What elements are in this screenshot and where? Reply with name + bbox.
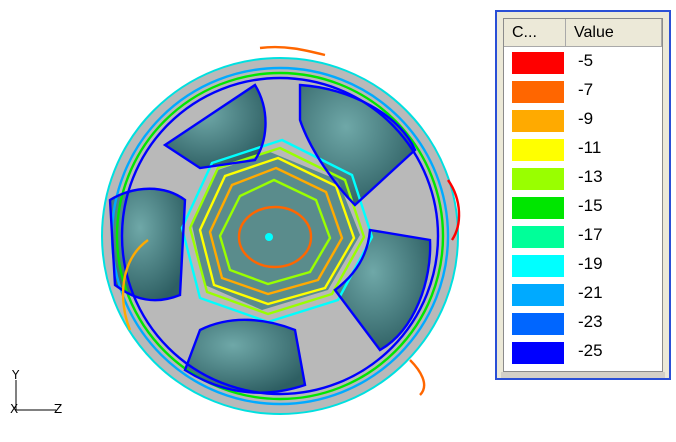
legend-value: -5 [578, 51, 594, 70]
legend-swatch [512, 226, 564, 248]
axis-lines [15, 380, 56, 411]
legend-value: -17 [578, 225, 603, 244]
legend-list[interactable]: C... Value -5 -7 -9 -11 -13 -15 -17 -19 -21 -23 -2… [503, 18, 663, 372]
center-point [265, 233, 273, 241]
axis-z-label: Z [54, 402, 63, 416]
legend-value: -23 [578, 312, 603, 331]
legend-value: -9 [578, 109, 594, 128]
axis-triad: Y X Z [8, 368, 68, 418]
legend-swatch [512, 284, 564, 306]
legend-value: -15 [578, 196, 603, 215]
legend-swatch [512, 52, 564, 74]
legend-row[interactable]: -5 [504, 49, 662, 77]
column-header-color[interactable]: C... [504, 19, 566, 47]
column-header-value[interactable]: Value [566, 19, 662, 47]
legend-swatch [512, 81, 564, 103]
legend-row[interactable]: -9 [504, 107, 662, 135]
contour-lines [108, 45, 461, 406]
legend-swatch [512, 342, 564, 364]
legend-row[interactable]: -19 [504, 252, 662, 280]
legend-swatch [512, 110, 564, 132]
legend-row[interactable]: -17 [504, 223, 662, 251]
horizontal-scrollbar[interactable] [501, 372, 665, 378]
legend-swatch [512, 197, 564, 219]
legend-row[interactable]: -11 [504, 136, 662, 164]
legend-row[interactable]: -23 [504, 310, 662, 338]
legend-swatch [512, 139, 564, 161]
axis-x-label: X [10, 402, 19, 416]
legend-value: -13 [578, 167, 603, 186]
legend-value: -19 [578, 254, 603, 273]
axis-y-label: Y [12, 368, 20, 382]
color-legend-panel: C... Value -5 -7 -9 -11 -13 -15 -17 -19 -21 -23 -2… [495, 10, 671, 380]
legend-swatch [512, 168, 564, 190]
legend-row[interactable]: -13 [504, 165, 662, 193]
legend-value: -11 [578, 138, 602, 157]
legend-value: -25 [578, 341, 603, 360]
legend-row[interactable]: -15 [504, 194, 662, 222]
legend-row[interactable]: -25 [504, 339, 662, 367]
legend-row[interactable]: -7 [504, 78, 662, 106]
legend-row[interactable]: -21 [504, 281, 662, 309]
legend-value: -21 [578, 283, 603, 302]
legend-value: -7 [578, 80, 594, 99]
legend-swatch [512, 255, 564, 277]
contour-viewport[interactable] [0, 0, 490, 437]
legend-swatch [512, 313, 564, 335]
pressure-contour-plot [101, 45, 461, 415]
